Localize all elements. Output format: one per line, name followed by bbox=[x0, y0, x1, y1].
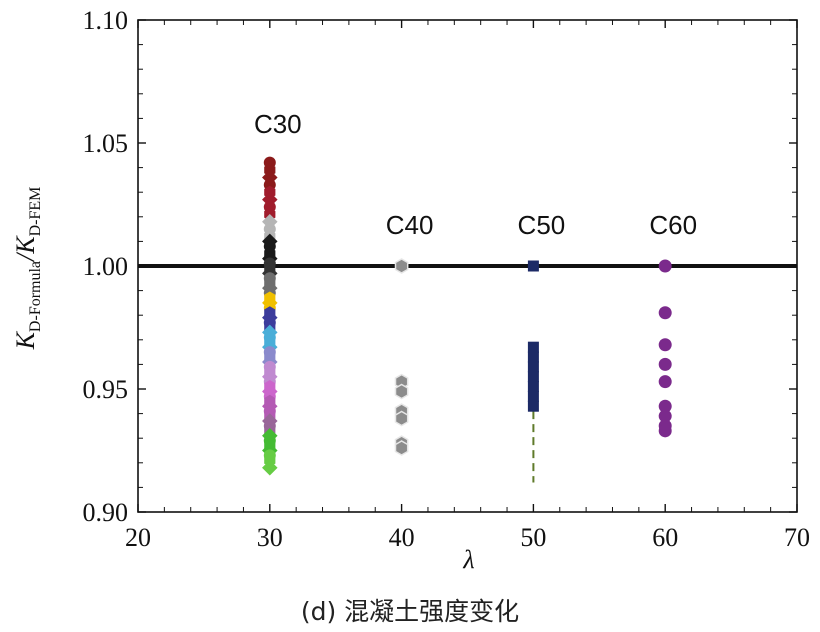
data-point-c60 bbox=[658, 259, 672, 273]
data-point-c50 bbox=[527, 260, 539, 272]
group-labels: C30 C40 C50 C60 bbox=[254, 109, 697, 240]
svg-text:KD-Formula/KD-FEM: KD-Formula/KD-FEM bbox=[11, 187, 44, 351]
x-tick-label: 60 bbox=[652, 523, 678, 552]
x-tick-label: 40 bbox=[389, 523, 415, 552]
y-tick-label: 0.95 bbox=[83, 375, 129, 404]
y-axis-title-main: K bbox=[11, 330, 40, 350]
data-point-c60 bbox=[658, 375, 672, 389]
data-point-c50 bbox=[527, 390, 539, 402]
data-point-c50 bbox=[527, 381, 539, 393]
y-axis-title-sub1: D-Formula bbox=[27, 261, 44, 332]
data-point-c60 bbox=[658, 357, 672, 371]
group-label-c40: C40 bbox=[386, 210, 434, 240]
data-point-c50 bbox=[527, 341, 539, 353]
data-points bbox=[262, 156, 672, 483]
y-tick-label: 1.10 bbox=[83, 6, 129, 35]
group-label-c60: C60 bbox=[649, 210, 697, 240]
data-point-c50 bbox=[527, 351, 539, 363]
y-axis-title: KD-Formula/KD-FEM bbox=[11, 187, 44, 351]
x-tick-label: 50 bbox=[520, 523, 546, 552]
data-point-c60 bbox=[658, 424, 672, 438]
y-axis-title-sub2: D-FEM bbox=[27, 187, 44, 237]
figure-caption: (d) 混凝土强度变化 bbox=[300, 597, 520, 626]
axis-ticks: 20 30 40 50 60 70 0.90 0.95 1.00 1.05 1.10 bbox=[83, 6, 811, 552]
data-point-c60 bbox=[658, 409, 672, 423]
x-tick-label: 30 bbox=[257, 523, 283, 552]
x-axis-title: λ bbox=[462, 545, 474, 574]
data-point-c40 bbox=[394, 440, 409, 456]
y-tick-label: 1.05 bbox=[83, 129, 129, 158]
y-tick-label: 1.00 bbox=[83, 252, 129, 281]
y-axis-title-mid: /K bbox=[11, 235, 40, 263]
group-label-c50: C50 bbox=[518, 210, 566, 240]
x-tick-label: 70 bbox=[784, 523, 810, 552]
x-tick-label: 20 bbox=[125, 523, 151, 552]
y-tick-label: 0.90 bbox=[83, 498, 129, 527]
data-point-c40 bbox=[394, 383, 409, 400]
data-point-c60 bbox=[658, 399, 672, 413]
data-point-c50 bbox=[527, 400, 539, 412]
data-point-c40 bbox=[394, 410, 409, 427]
data-point-c50 bbox=[527, 371, 539, 383]
data-point-c40 bbox=[394, 258, 409, 274]
data-point-c60 bbox=[658, 338, 672, 352]
group-label-c30: C30 bbox=[254, 109, 302, 139]
data-point-c60 bbox=[658, 306, 672, 320]
data-point-c50 bbox=[527, 361, 539, 373]
